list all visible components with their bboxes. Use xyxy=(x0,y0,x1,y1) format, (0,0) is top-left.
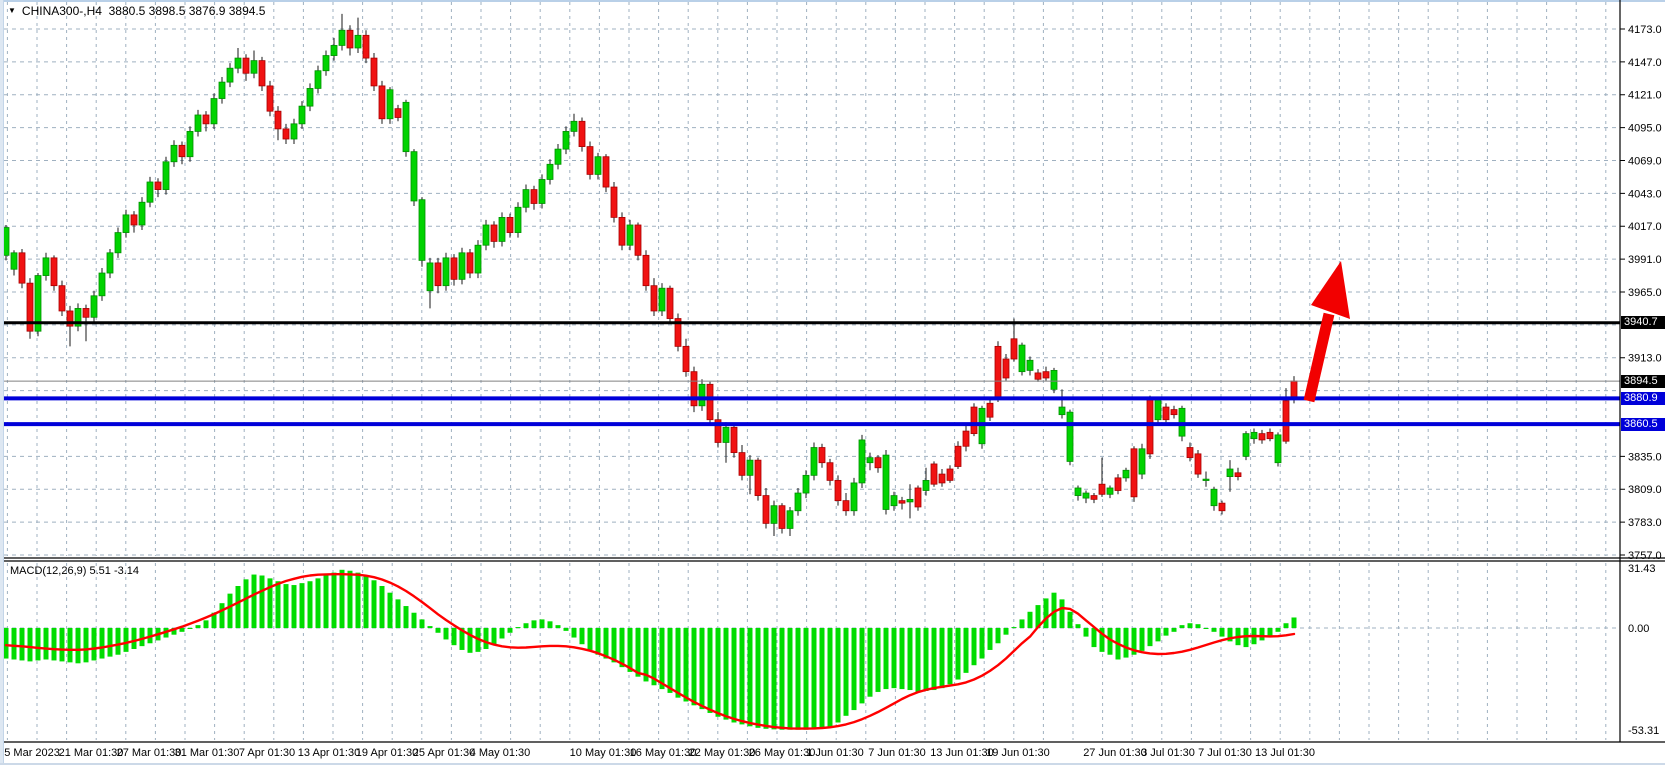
time-tick-label: 19 Apr 01:30 xyxy=(356,747,418,759)
macd-tick-label: 0.00 xyxy=(1628,623,1649,635)
price-tick-label: 4147.0 xyxy=(1628,57,1662,69)
price-tick-label: 3965.0 xyxy=(1628,287,1662,299)
macd-name: MACD(12,26,9) xyxy=(10,565,87,577)
time-tick-label: 31 Mar 01:30 xyxy=(175,747,240,759)
chart-titlebar: ▼ CHINA300-,H4 3880.5 3898.5 3876.9 3894… xyxy=(8,4,265,18)
time-tick-label: 25 Apr 01:30 xyxy=(413,747,475,759)
price-tick-label: 4017.0 xyxy=(1628,221,1662,233)
window-left-border xyxy=(0,0,4,765)
time-tick-label: 10 May 01:30 xyxy=(570,747,637,759)
price-tick-label: 3757.0 xyxy=(1628,550,1662,562)
symbol-timeframe: CHINA300-,H4 xyxy=(21,4,102,18)
panel-separator[interactable] xyxy=(0,557,1665,563)
symbol-title: CHINA300-,H4 3880.5 3898.5 3876.9 3894.5 xyxy=(22,4,266,18)
hline-label-support-lower: 3860.5 xyxy=(1621,418,1665,431)
time-tick-label: 7 Jun 01:30 xyxy=(868,747,926,759)
price-tick-label: 3809.0 xyxy=(1628,484,1662,496)
time-tick-label: 7 Jul 01:30 xyxy=(1198,747,1252,759)
time-tick-label: 3 Jul 01:30 xyxy=(1141,747,1195,759)
time-tick-label: 21 Mar 01:30 xyxy=(59,747,124,759)
macd-values: 5.51 -3.14 xyxy=(89,565,140,577)
hline-label-support-upper: 3880.9 xyxy=(1621,392,1665,405)
up-arrow-annotation xyxy=(1303,261,1350,403)
chevron-down-icon[interactable]: ▼ xyxy=(8,6,16,15)
time-tick-label: 22 May 01:30 xyxy=(689,747,756,759)
candles-layer xyxy=(2,13,1298,537)
price-tick-label: 4069.0 xyxy=(1628,155,1662,167)
price-axis: 4173.0 4147.0 4121.0 4095.0 4069.0 4043.0 4017… xyxy=(1620,24,1662,737)
window-bottom-border xyxy=(0,763,1665,765)
macd-tick-label: 31.43 xyxy=(1628,563,1656,575)
time-tick-label: 27 Jun 01:30 xyxy=(1083,747,1147,759)
time-tick-label: 16 May 01:30 xyxy=(630,747,697,759)
current-price-label: 3894.5 xyxy=(1621,375,1665,388)
hline-label-resistance: 3940.7 xyxy=(1621,316,1665,329)
price-tick-label: 3991.0 xyxy=(1628,254,1662,266)
price-tick-label: 3783.0 xyxy=(1628,517,1662,529)
time-tick-label: 13 Apr 01:30 xyxy=(298,747,360,759)
price-tick-label: 4173.0 xyxy=(1628,24,1662,36)
price-tick-label: 4043.0 xyxy=(1628,188,1662,200)
hlines-layer xyxy=(4,321,1620,427)
price-tick-label: 3835.0 xyxy=(1628,451,1662,463)
window-top-border xyxy=(0,0,1665,2)
time-tick-label: 19 Jun 01:30 xyxy=(986,747,1050,759)
time-tick-label: 26 May 01:30 xyxy=(749,747,816,759)
time-tick-label: 13 Jun 01:30 xyxy=(930,747,994,759)
time-tick-label: 13 Jul 01:30 xyxy=(1255,747,1315,759)
macd-layer xyxy=(3,569,1297,730)
price-tick-label: 3913.0 xyxy=(1628,353,1662,365)
price-tick-label: 4095.0 xyxy=(1628,123,1662,135)
time-tick-label: 1 Jun 01:30 xyxy=(806,747,864,759)
title-ohlc-values: 3880.5 3898.5 3876.9 3894.5 xyxy=(108,4,266,18)
time-tick-label: 4 May 01:30 xyxy=(470,747,531,759)
macd-tick-label: -53.31 xyxy=(1628,725,1659,737)
frame-layer xyxy=(0,0,1665,743)
time-tick-label: 27 Mar 01:30 xyxy=(117,747,182,759)
time-tick-label: 7 Apr 01:30 xyxy=(239,747,295,759)
time-tick-label: 15 Mar 2023 xyxy=(0,747,60,759)
macd-indicator-label: MACD(12,26,9) 5.51 -3.14 xyxy=(10,565,139,577)
price-tick-label: 4121.0 xyxy=(1628,90,1662,102)
